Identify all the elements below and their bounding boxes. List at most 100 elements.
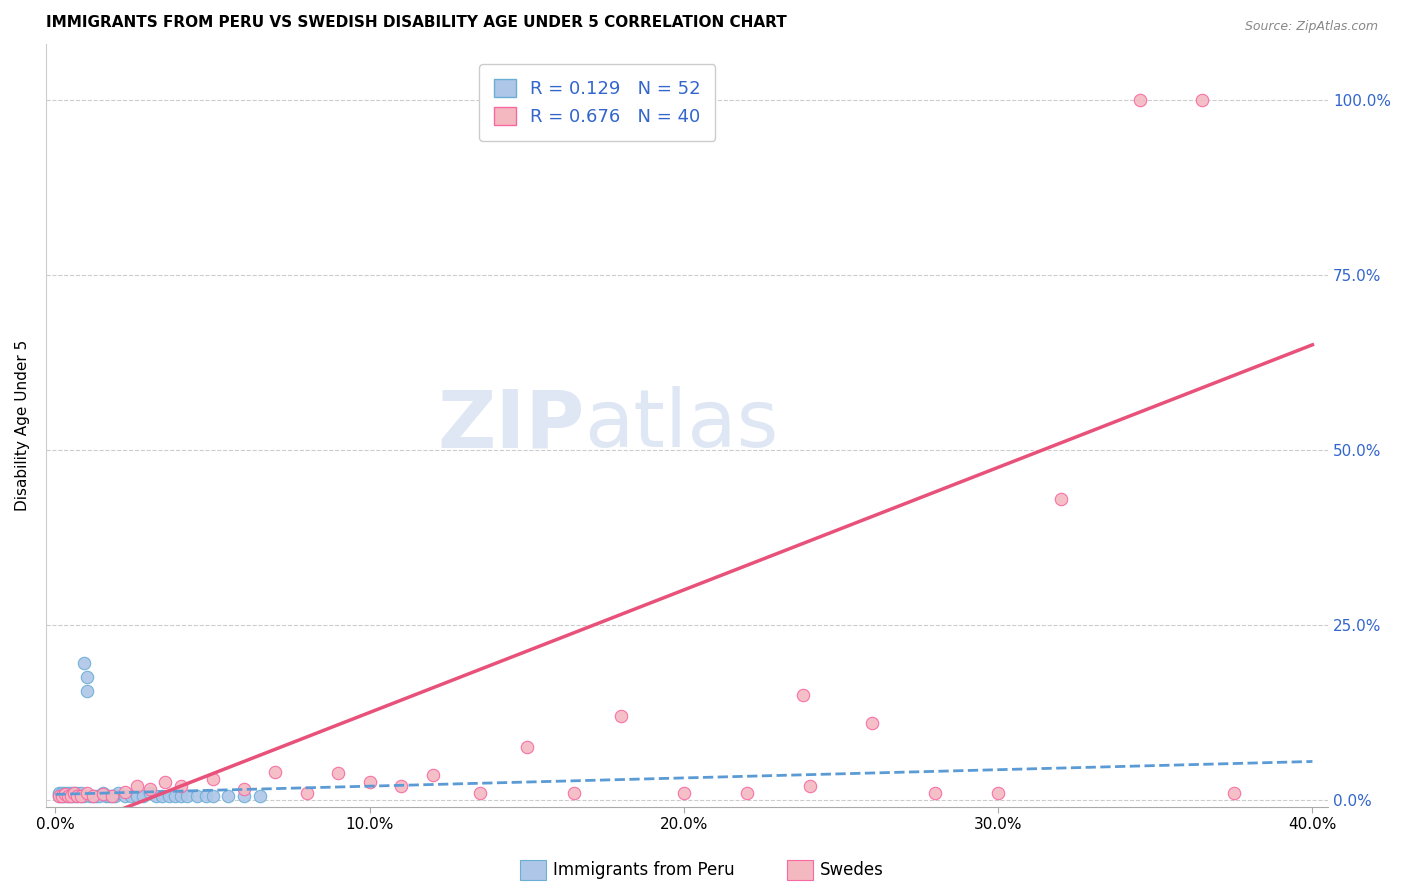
Point [120, 789, 142, 804]
Point [66, 786, 89, 800]
Point [60, 786, 83, 800]
Point [672, 786, 695, 800]
Point [127, 789, 149, 804]
Point [792, 688, 814, 702]
Point [145, 789, 167, 804]
Point [48, 789, 70, 804]
Point [69, 789, 91, 804]
Text: ZIP: ZIP [437, 386, 585, 465]
Point [84, 789, 107, 804]
Point [51, 788, 73, 802]
Point [53, 789, 76, 804]
Point [114, 784, 136, 798]
Point [201, 789, 224, 804]
Point [73, 789, 96, 804]
Point [157, 789, 180, 804]
Point [76, 670, 98, 684]
Point [217, 789, 239, 804]
Point [132, 789, 155, 804]
Point [69, 786, 91, 800]
Text: atlas: atlas [585, 386, 779, 465]
Point [60, 789, 83, 804]
Point [233, 789, 256, 804]
Point [138, 786, 160, 800]
Point [170, 789, 193, 804]
Point [48, 786, 70, 800]
Point [56, 786, 79, 800]
Point [51, 789, 73, 804]
Point [1223, 786, 1246, 800]
Point [48, 789, 70, 804]
Point [63, 789, 86, 804]
Point [1129, 93, 1152, 107]
Point [56, 789, 79, 804]
Point [79, 789, 101, 804]
Point [82, 789, 104, 804]
Point [63, 786, 86, 800]
Text: IMMIGRANTS FROM PERU VS SWEDISH DISABILITY AGE UNDER 5 CORRELATION CHART: IMMIGRANTS FROM PERU VS SWEDISH DISABILI… [46, 15, 787, 30]
Point [295, 786, 318, 800]
Point [389, 779, 412, 793]
Point [53, 788, 76, 802]
Point [264, 764, 287, 779]
Point [51, 789, 73, 804]
Point [155, 775, 177, 789]
Point [138, 782, 160, 797]
Point [101, 789, 124, 804]
Point [799, 779, 821, 793]
Point [359, 775, 381, 789]
Point [97, 789, 120, 804]
Point [170, 779, 193, 793]
Point [91, 786, 114, 800]
Point [53, 786, 76, 800]
Point [114, 789, 136, 804]
Point [101, 789, 124, 804]
Point [987, 786, 1010, 800]
Point [82, 789, 104, 804]
Point [176, 789, 198, 804]
Point [127, 779, 149, 793]
Point [91, 788, 114, 802]
Point [328, 766, 350, 780]
Point [610, 709, 633, 723]
Point [201, 772, 224, 786]
Point [53, 788, 76, 802]
Legend: R = 0.129   N = 52, R = 0.676   N = 40: R = 0.129 N = 52, R = 0.676 N = 40 [479, 64, 716, 141]
Point [60, 788, 83, 802]
Text: Swedes: Swedes [820, 861, 883, 879]
Point [468, 786, 491, 800]
Point [862, 715, 884, 730]
Point [60, 789, 83, 804]
Text: Source: ZipAtlas.com: Source: ZipAtlas.com [1244, 20, 1378, 33]
Point [107, 786, 129, 800]
Point [73, 657, 96, 671]
Text: Immigrants from Peru: Immigrants from Peru [553, 861, 734, 879]
Point [51, 786, 73, 800]
Point [422, 768, 444, 782]
Point [63, 786, 86, 800]
Point [104, 789, 127, 804]
Point [69, 789, 91, 804]
Point [233, 782, 256, 797]
Point [516, 740, 538, 755]
Point [76, 786, 98, 800]
Point [195, 789, 218, 804]
Point [94, 789, 117, 804]
Point [66, 789, 89, 804]
Point [1191, 93, 1213, 107]
Point [150, 789, 173, 804]
Point [163, 789, 186, 804]
Point [735, 786, 758, 800]
Point [56, 789, 79, 804]
Point [924, 786, 946, 800]
Point [56, 788, 79, 802]
Point [1050, 491, 1073, 506]
Point [562, 786, 585, 800]
Point [48, 788, 70, 802]
Point [66, 789, 89, 804]
Point [76, 684, 98, 698]
Point [186, 789, 208, 804]
Y-axis label: Disability Age Under 5: Disability Age Under 5 [15, 340, 30, 511]
Point [89, 789, 111, 804]
Point [249, 789, 271, 804]
